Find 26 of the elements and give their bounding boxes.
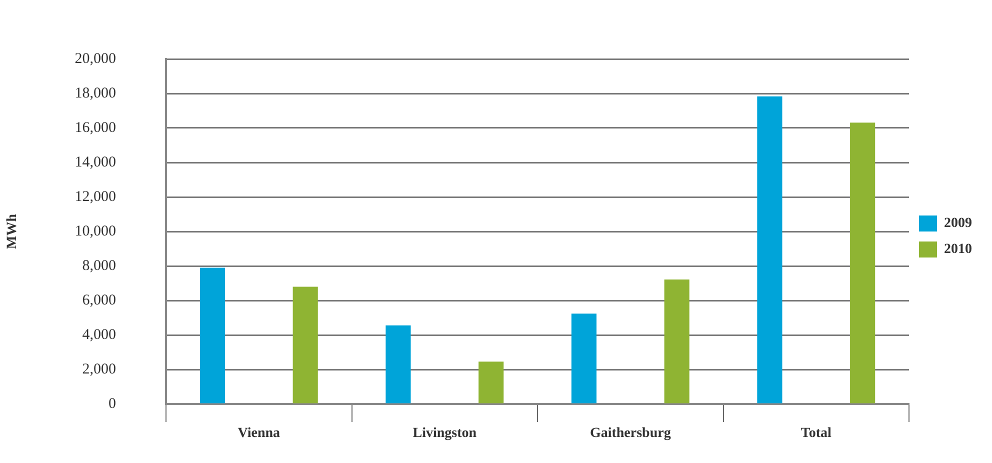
legend-label: 2010	[944, 242, 972, 258]
bar	[478, 362, 504, 404]
y-tick-label: 14,000	[74, 154, 116, 170]
y-tick-label: 8,000	[82, 258, 116, 274]
y-tick-label: 12,000	[74, 188, 116, 205]
bar	[292, 286, 318, 404]
x-tick-label: Total	[800, 426, 832, 442]
x-tick-label: Livingston	[412, 426, 477, 442]
y-tick-label: 6,000	[82, 292, 116, 308]
legend-label: 2009	[944, 216, 972, 232]
bar	[664, 279, 690, 404]
y-tick-label: 4,000	[82, 326, 116, 343]
y-tick-label: 10,000	[74, 223, 116, 240]
bar	[386, 325, 411, 404]
bar	[200, 268, 226, 404]
bar	[757, 96, 782, 404]
y-tick-label: 2,000	[82, 361, 116, 378]
y-axis-title: MWh	[5, 214, 20, 249]
x-tick-label: Vienna	[238, 426, 280, 442]
y-tick-label: 18,000	[74, 85, 116, 102]
y-tick-label: 20,000	[74, 50, 116, 67]
bar	[571, 314, 596, 404]
y-tick-label: 0	[108, 396, 116, 412]
x-tick-label: Gaithersburg	[590, 426, 671, 442]
bar	[850, 122, 876, 404]
y-tick-label: 16,000	[74, 120, 116, 136]
